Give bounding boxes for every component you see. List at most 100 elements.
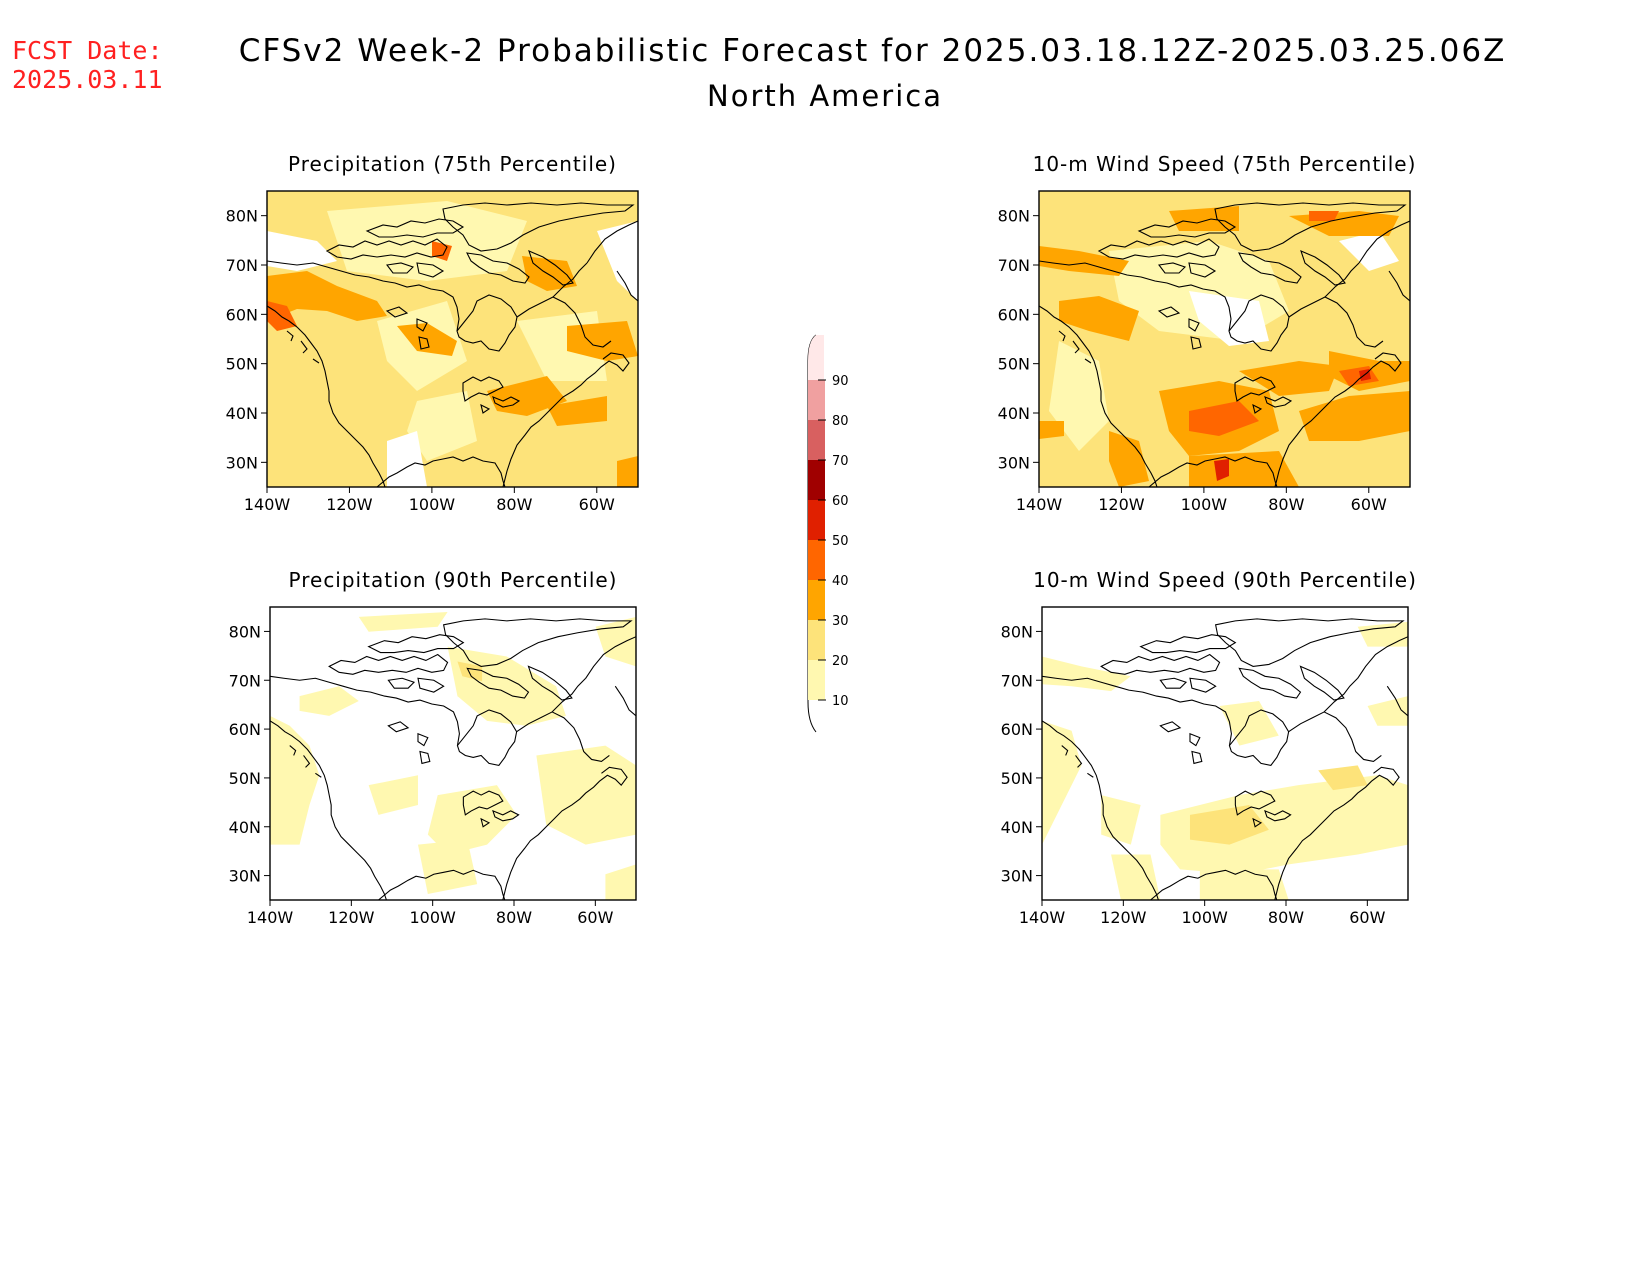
colorbar-swatch [808,380,825,420]
lat-label: 80N [229,622,261,641]
probability-shading [1039,246,1129,276]
lat-label: 70N [1001,671,1033,690]
probability-shading [1042,656,1131,692]
lat-label: 30N [998,453,1030,472]
map-frame [1038,190,1411,488]
lon-label: 80W [1268,495,1304,514]
probability-shading [547,396,607,426]
probability-shading [1339,231,1399,271]
probability-shading [1101,795,1141,845]
colorbar-label: 40 [832,574,849,589]
lon-label: 120W [326,495,373,514]
lat-label: 40N [1001,818,1033,837]
lon-label: 80W [1268,908,1304,927]
lat-label: 70N [998,256,1030,275]
panel-title: 10-m Wind Speed (90th Percentile) [1033,568,1417,592]
probability-shading [1169,206,1239,231]
probability-shading [617,456,638,487]
probability-shading [1111,854,1161,900]
colorbar-label: 70 [832,454,849,469]
probability-shading [1219,701,1279,746]
lat-label: 40N [998,404,1030,423]
probability-shading [1189,291,1269,346]
probability-shading [417,839,478,895]
colorbar-swatch [808,660,825,700]
map-panel-wind-75: 10-m Wind Speed (75th Percentile) 30N 40N 5… [998,152,1417,514]
colorbar: 10 20 30 40 50 60 70 80 90 [807,334,849,733]
probability-shading [1318,765,1368,791]
lat-label: 30N [229,867,261,886]
probability-shading [427,785,517,855]
lat-label: 80N [998,207,1030,226]
lat-label: 80N [1001,622,1033,641]
map-panel-precip-90: Precipitation (90th Percentile) 30N 40N 50N… [229,568,637,927]
probability-shading [457,661,483,682]
probability-shading [1214,459,1229,481]
lon-label: 60W [577,908,613,927]
probability-shading [1199,869,1289,900]
probability-shading [358,611,448,632]
lon-label: 100W [409,495,456,514]
colorbar-label: 10 [832,694,849,709]
map-field [1039,191,1410,487]
lat-label: 60N [998,305,1030,324]
lon-label: 80W [496,495,532,514]
colorbar-swatch [808,540,825,580]
probability-shading [567,321,638,361]
probability-shading [1160,775,1408,875]
map-panel-wind-90: 10-m Wind Speed (90th Percentile) 30N 40N 5… [1001,568,1417,927]
probability-shading [270,715,320,845]
map-frame [266,190,639,488]
map-frame [269,606,637,901]
colorbar-swatch [808,460,825,500]
lat-label: 70N [229,671,261,690]
lat-label: 40N [226,404,258,423]
lat-label: 50N [226,355,258,374]
colorbar-top-cap [808,335,824,380]
map-frame [1041,606,1409,901]
lat-label: 40N [229,818,261,837]
probability-shading [1357,621,1408,647]
probability-shading [1109,431,1149,487]
lon-label: 120W [328,908,375,927]
forecast-date-block: FCST Date: 2025.03.11 [12,36,163,94]
map-field [270,607,637,901]
colorbar-label: 80 [832,414,849,429]
lat-label: 30N [226,453,258,472]
colorbar-label: 60 [832,494,849,509]
main-title: CFSv2 Week-2 Probabilistic Forecast for … [238,33,1507,69]
probability-shading [1189,401,1259,436]
panel-title: Precipitation (75th Percentile) [288,152,617,176]
probability-shading [595,616,636,667]
lon-label: 140W [1019,908,1066,927]
probability-shading [407,391,477,461]
probability-shading [1239,361,1339,396]
lat-label: 50N [229,769,261,788]
lat-label: 30N [1001,867,1033,886]
colorbar-label: 50 [832,534,849,549]
colorbar-swatch [808,420,825,460]
lon-label: 60W [579,495,615,514]
probability-shading [267,271,387,321]
lat-label: 60N [226,305,258,324]
probability-shading [299,686,359,716]
lon-label: 100W [1181,495,1228,514]
probability-shading [1039,421,1064,439]
lon-label: 100W [409,908,456,927]
colorbar-label: 90 [832,374,849,389]
forecast-date-label: FCST Date: [12,36,163,65]
probability-shading [1189,804,1269,845]
probability-shading [368,775,418,815]
map-field [267,191,638,487]
forecast-date-value: 2025.03.11 [12,65,163,94]
map-panel-precip-75: Precipitation (75th Percentile) 30N 40N 50N… [226,152,639,514]
probability-shading [597,221,638,301]
probability-shading [605,864,636,900]
probability-shading [536,745,636,845]
probability-shading [267,301,297,331]
probability-shading [1189,451,1299,487]
lon-label: 140W [1016,495,1063,514]
panel-title: 10-m Wind Speed (75th Percentile) [1033,152,1417,176]
lat-label: 60N [229,720,261,739]
